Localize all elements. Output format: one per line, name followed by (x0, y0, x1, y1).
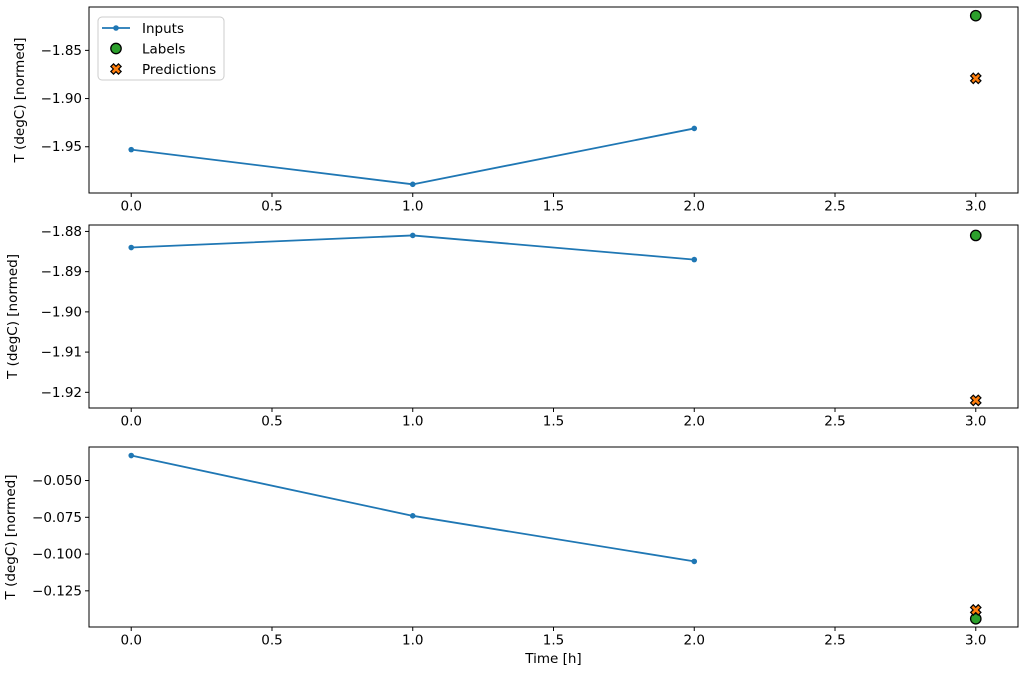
x-tick-label: 0.0 (120, 633, 141, 649)
inputs-point-marker (128, 244, 135, 251)
inputs-point-marker (128, 146, 135, 153)
y-tick-label: −0.050 (32, 473, 82, 489)
legend-marker-circle (110, 42, 122, 55)
legend-item-predictions: Predictions (109, 62, 216, 78)
subplot-middle: 0.0 0.5 1.0 1.5 2.0 2.5 3.0 −1.88 −1.89 −1.90 −1.9… (5, 224, 1019, 430)
x-tick-label: 3.0 (965, 199, 986, 215)
legend: Inputs Labels Predictions (97, 16, 225, 81)
predictions-marker (969, 394, 982, 407)
y-tick-label: −1.95 (41, 139, 82, 155)
x-tick-label: 2.5 (824, 414, 845, 430)
y-tick-label: −1.90 (41, 304, 82, 320)
axes-frame (88, 224, 1019, 409)
inputs-line (130, 127, 696, 186)
y-tick-label: −1.90 (41, 91, 82, 107)
inputs-point-marker (409, 513, 416, 519)
inputs-point-marker (691, 125, 698, 132)
y-tick-label: −1.88 (41, 224, 82, 240)
inputs-point-marker (409, 232, 416, 239)
x-tick-label: 3.0 (965, 633, 986, 649)
x-tick-label: 0.5 (261, 199, 282, 215)
legend-marker-x-filled (109, 62, 123, 76)
predictions-marker (969, 603, 982, 616)
x-tick-label: 2.0 (684, 199, 705, 215)
y-tick-label: −1.89 (41, 264, 82, 280)
legend-label: Predictions (142, 62, 216, 78)
x-tick-label: 1.5 (543, 414, 564, 430)
x-tick-label: 0.5 (261, 633, 282, 649)
y-tick-label: −0.075 (32, 510, 82, 526)
x-tick-label: 2.0 (684, 633, 705, 649)
x-tick-label: 1.5 (543, 633, 564, 649)
inputs-point-marker (128, 452, 135, 459)
legend-item-labels: Labels (110, 42, 185, 58)
labels-marker (969, 229, 982, 242)
x-tick-label: 1.5 (543, 199, 564, 215)
axes-frame (88, 6, 1019, 194)
inputs-line (130, 234, 696, 261)
x-tick-label: 1.0 (402, 414, 423, 430)
x-tick-label: 0.0 (120, 414, 141, 430)
legend-label: Inputs (142, 21, 184, 37)
x-tick-label: 2.0 (684, 414, 705, 430)
subplot-bottom: 0.0 0.5 1.0 1.5 2.0 2.5 3.0 −0.050 −0.075 −0.100 −… (3, 446, 1019, 667)
y-tick-label: −1.92 (41, 385, 82, 401)
predictions-marker (969, 72, 982, 85)
y-axis-label: T (degC) [normed] (3, 475, 19, 601)
inputs-point-marker (691, 256, 698, 263)
y-tick-label: −0.125 (32, 583, 82, 599)
legend-box (97, 16, 225, 81)
x-tick-label: 3.0 (965, 414, 986, 430)
inputs-line (130, 454, 696, 563)
labels-marker (969, 612, 982, 625)
legend-item-inputs: Inputs (102, 21, 184, 37)
axes-frame (88, 446, 1019, 628)
legend-marker-dot (113, 25, 119, 31)
y-tick-label: −0.100 (32, 547, 82, 563)
inputs-point-marker (409, 181, 416, 188)
x-tick-label: 0.0 (120, 199, 141, 215)
labels-marker (969, 9, 982, 22)
y-axis-label: T (degC) [normed] (12, 38, 28, 164)
x-tick-label: 2.5 (824, 633, 845, 649)
x-tick-label: 2.5 (824, 199, 845, 215)
inputs-point-marker (691, 558, 698, 565)
legend-label: Labels (142, 42, 185, 58)
y-axis-label: T (degC) [normed] (5, 254, 21, 380)
y-tick-label: −1.91 (41, 345, 82, 361)
subplot-top: 0.0 0.5 1.0 1.5 2.0 2.5 3.0 −1.85 −1.90 −1.95 T (d… (12, 6, 1019, 215)
x-axis-label: Time [h] (524, 651, 581, 667)
x-tick-label: 0.5 (261, 414, 282, 430)
x-tick-label: 1.0 (402, 633, 423, 649)
y-tick-label: −1.85 (41, 43, 82, 59)
x-tick-label: 1.0 (402, 199, 423, 215)
